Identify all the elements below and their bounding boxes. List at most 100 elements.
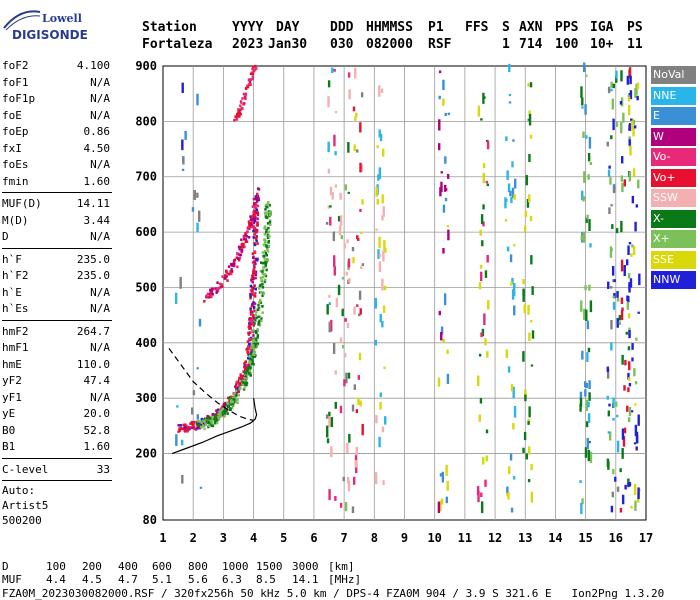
auto-version: 500200	[2, 514, 42, 527]
echo-point	[250, 291, 254, 295]
echo-point	[204, 423, 208, 426]
echo-point	[242, 370, 245, 373]
echo-point	[234, 115, 238, 119]
legend-item: X-	[651, 209, 696, 228]
echo-point	[325, 221, 329, 225]
echo-point	[514, 178, 517, 189]
echo-point	[375, 228, 378, 231]
echo-point	[218, 410, 222, 413]
echo-point	[334, 184, 338, 188]
echo-point	[174, 292, 178, 304]
echo-point	[340, 235, 343, 240]
echo-point	[480, 214, 484, 225]
echo-point	[256, 336, 259, 339]
echo-point	[251, 280, 254, 284]
header-label: FFS	[465, 20, 489, 35]
echo-point	[188, 427, 191, 430]
echo-point	[237, 258, 241, 262]
param-value: 52.8	[83, 423, 111, 437]
echo-point	[206, 416, 209, 420]
echo-point	[196, 222, 199, 233]
echo-point	[360, 231, 363, 235]
echo-point	[378, 254, 382, 257]
echo-point	[628, 92, 631, 96]
echo-point	[186, 429, 189, 433]
echo-point	[610, 204, 613, 207]
echo-point	[267, 210, 271, 213]
echo-point	[527, 83, 530, 87]
echo-point	[251, 274, 255, 278]
echo-point	[347, 72, 351, 78]
echo-point	[212, 415, 216, 418]
echo-point	[264, 215, 268, 218]
echo-point	[606, 368, 610, 379]
echo-point	[253, 264, 256, 267]
x-tick-label: 5	[280, 531, 287, 545]
echo-point	[250, 351, 253, 354]
echo-point	[249, 365, 252, 369]
echo-point	[506, 170, 509, 180]
echo-point	[251, 319, 254, 323]
echo-point	[342, 344, 345, 349]
echo-point	[253, 233, 256, 236]
echo-point	[248, 322, 251, 325]
param-name: hmE	[2, 357, 22, 371]
echo-point	[255, 338, 258, 341]
echo-point	[621, 494, 625, 505]
echo-point	[376, 198, 379, 205]
echo-point	[482, 457, 485, 465]
echo-point	[215, 409, 218, 412]
echo-point	[347, 480, 351, 492]
header-label: AXN	[519, 20, 543, 35]
echo-point	[223, 277, 227, 280]
legend-item: NNE	[651, 86, 696, 105]
echo-point	[251, 271, 255, 275]
echo-point	[258, 284, 262, 288]
echo-point	[263, 261, 266, 265]
profile-extrapolation-dashed-line	[168, 348, 254, 421]
echo-point	[231, 262, 234, 266]
legend-item: SSW	[651, 189, 696, 207]
echo-point	[239, 253, 243, 257]
echo-point	[512, 386, 515, 399]
echo-point	[237, 379, 241, 382]
echo-point	[616, 414, 619, 418]
echo-point	[215, 291, 218, 294]
echo-point	[248, 367, 252, 370]
echo-point	[265, 244, 268, 248]
echo-point	[442, 247, 445, 254]
echo-point	[197, 423, 201, 427]
echo-point	[246, 356, 250, 360]
echo-point	[479, 264, 483, 269]
echo-point	[214, 413, 217, 416]
echo-point	[253, 68, 257, 72]
param-value: 264.7	[76, 324, 110, 338]
echo-point	[261, 305, 264, 308]
param-value: 110.0	[76, 357, 110, 371]
echo-point	[437, 501, 441, 514]
echo-point	[522, 278, 525, 285]
echo-point	[438, 310, 442, 316]
echo-point	[623, 179, 626, 187]
echo-point	[513, 405, 517, 418]
echo-point	[357, 397, 360, 406]
echo-point	[379, 313, 382, 323]
echo-point	[334, 151, 337, 156]
echo-point	[253, 242, 256, 245]
param-value: N/A	[90, 92, 110, 105]
echo-point	[262, 243, 265, 247]
echo-point	[360, 163, 363, 173]
echo-point	[269, 223, 272, 227]
echo-point	[216, 281, 219, 284]
echo-point	[627, 478, 630, 487]
param-name: MUF(D)	[2, 197, 42, 210]
echo-point	[585, 309, 588, 321]
echo-point	[218, 282, 222, 286]
echo-point	[237, 387, 240, 390]
echo-point	[374, 297, 377, 309]
echo-point	[352, 476, 356, 485]
echo-point	[250, 362, 254, 366]
param-row: hmF2 264.7	[2, 324, 112, 341]
echo-point	[228, 396, 231, 400]
echo-point	[627, 346, 631, 351]
